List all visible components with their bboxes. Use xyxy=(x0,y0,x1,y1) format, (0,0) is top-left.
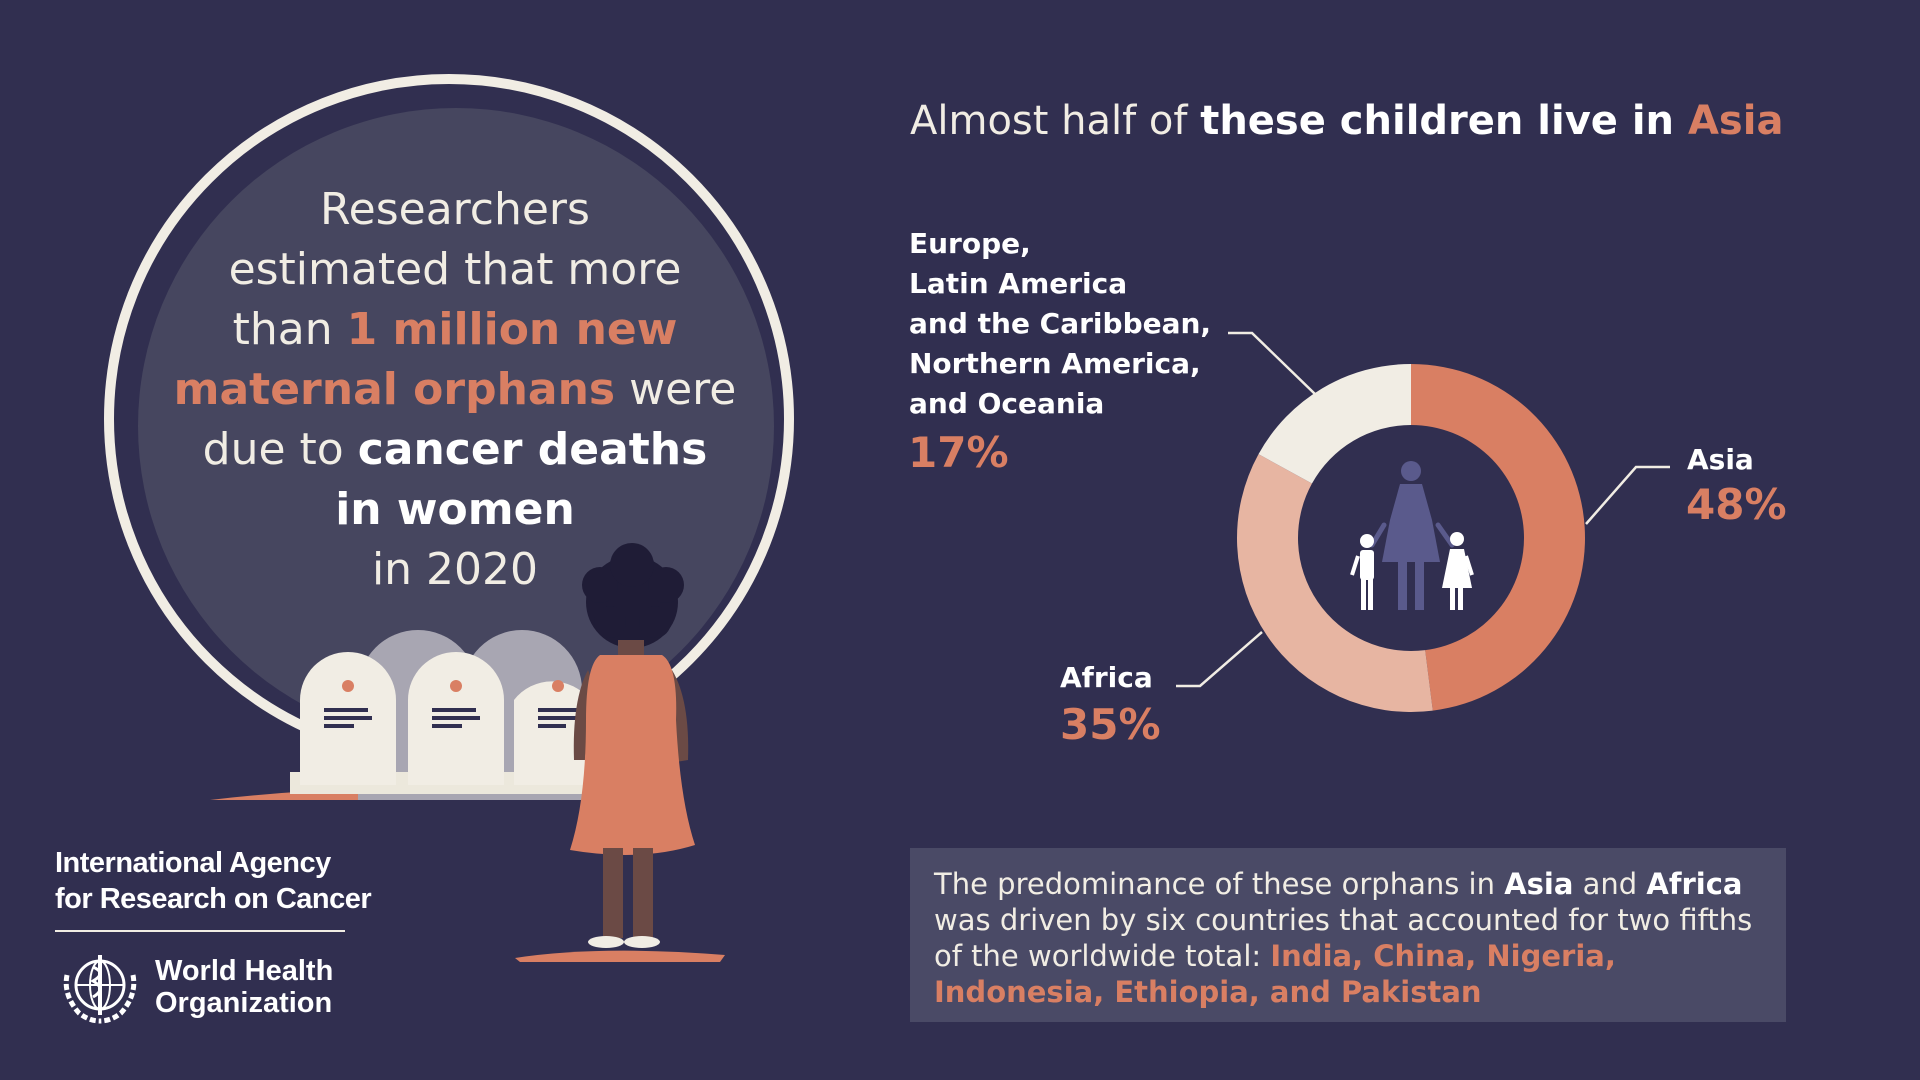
headline-year: in 2020 xyxy=(371,544,539,595)
headline-line-5: due to cancer deaths xyxy=(160,420,750,480)
headline-bold-2: in women xyxy=(335,484,575,535)
iarc-name-line-2: for Research on Cancer xyxy=(55,883,372,915)
note-and: and xyxy=(1573,867,1647,901)
chart-title-bold: these children live in xyxy=(1200,98,1688,144)
other-label-line: Europe, xyxy=(909,227,1031,260)
headline-highlight-1: 1 million new xyxy=(346,304,678,355)
other-label-line: Northern America, xyxy=(909,347,1201,380)
note-text-2: was driven by six countries that account… xyxy=(934,903,1753,973)
chart-title: Almost half of these children live in As… xyxy=(910,98,1783,144)
family-icon xyxy=(1350,461,1474,610)
headline-than: than xyxy=(232,304,347,355)
headline-line-4: maternal orphans were xyxy=(160,360,750,420)
gravestone xyxy=(300,652,396,785)
headline-line-3: than 1 million new xyxy=(160,300,750,360)
note-text-1: The predominance of these orphans in xyxy=(934,867,1505,901)
africa-percent: 35% xyxy=(1060,700,1161,749)
note-africa: Africa xyxy=(1646,867,1743,901)
who-name-line-2: Organization xyxy=(155,987,333,1019)
africa-label: Africa xyxy=(1060,661,1153,694)
donut-slices xyxy=(1236,364,1586,712)
headline-highlight-2: maternal orphans xyxy=(173,364,616,415)
other-label-line: and the Caribbean, xyxy=(909,307,1212,340)
who-name-line-1: World Health xyxy=(155,955,334,987)
headline-line-2: estimated that more xyxy=(228,244,682,295)
headline-were: were xyxy=(615,364,737,415)
headline-circle xyxy=(138,108,774,744)
headline-line-1: Researchers xyxy=(320,184,590,235)
asia-label: Asia xyxy=(1687,443,1754,476)
gravestone xyxy=(514,680,590,785)
asia-percent: 48% xyxy=(1686,480,1787,529)
asia-leader-line xyxy=(1585,465,1670,525)
other-leader-line xyxy=(1228,331,1317,396)
africa-leader-line xyxy=(1176,631,1263,688)
other-label-line: Latin America xyxy=(909,267,1128,300)
chart-title-plain: Almost half of xyxy=(910,98,1201,144)
who-name: World Health Organization xyxy=(155,955,333,1019)
other-regions-label: Europe, Latin America and the Caribbean,… xyxy=(909,224,1211,424)
headline-bold-1: cancer deaths xyxy=(357,424,708,475)
iarc-logo: International Agency for Research on Can… xyxy=(55,845,372,917)
other-regions-percent: 17% xyxy=(908,428,1009,477)
donut-slice-europe xyxy=(1258,364,1411,484)
cemetery-girl-illustration xyxy=(210,543,725,962)
note-asia: Asia xyxy=(1504,867,1574,901)
note-countries: India, China, Nigeria, Indonesia, Ethiop… xyxy=(934,939,1616,1009)
iarc-name-line-1: International Agency xyxy=(55,847,331,879)
ground-shape-2 xyxy=(515,950,725,962)
headline-due-to: due to xyxy=(202,424,358,475)
gravestone xyxy=(408,652,504,785)
headline-text: Researchers estimated that more than 1 m… xyxy=(160,180,750,600)
chart-title-accent: Asia xyxy=(1687,98,1784,144)
note-box: The predominance of these orphans in Asi… xyxy=(910,848,1786,1022)
donut-slice-africa xyxy=(1236,454,1433,712)
logo-divider xyxy=(55,930,345,932)
girl-figure xyxy=(570,543,695,948)
who-emblem-icon xyxy=(63,955,137,1024)
donut-slice-asia xyxy=(1411,364,1586,711)
other-label-line: and Oceania xyxy=(909,387,1105,420)
